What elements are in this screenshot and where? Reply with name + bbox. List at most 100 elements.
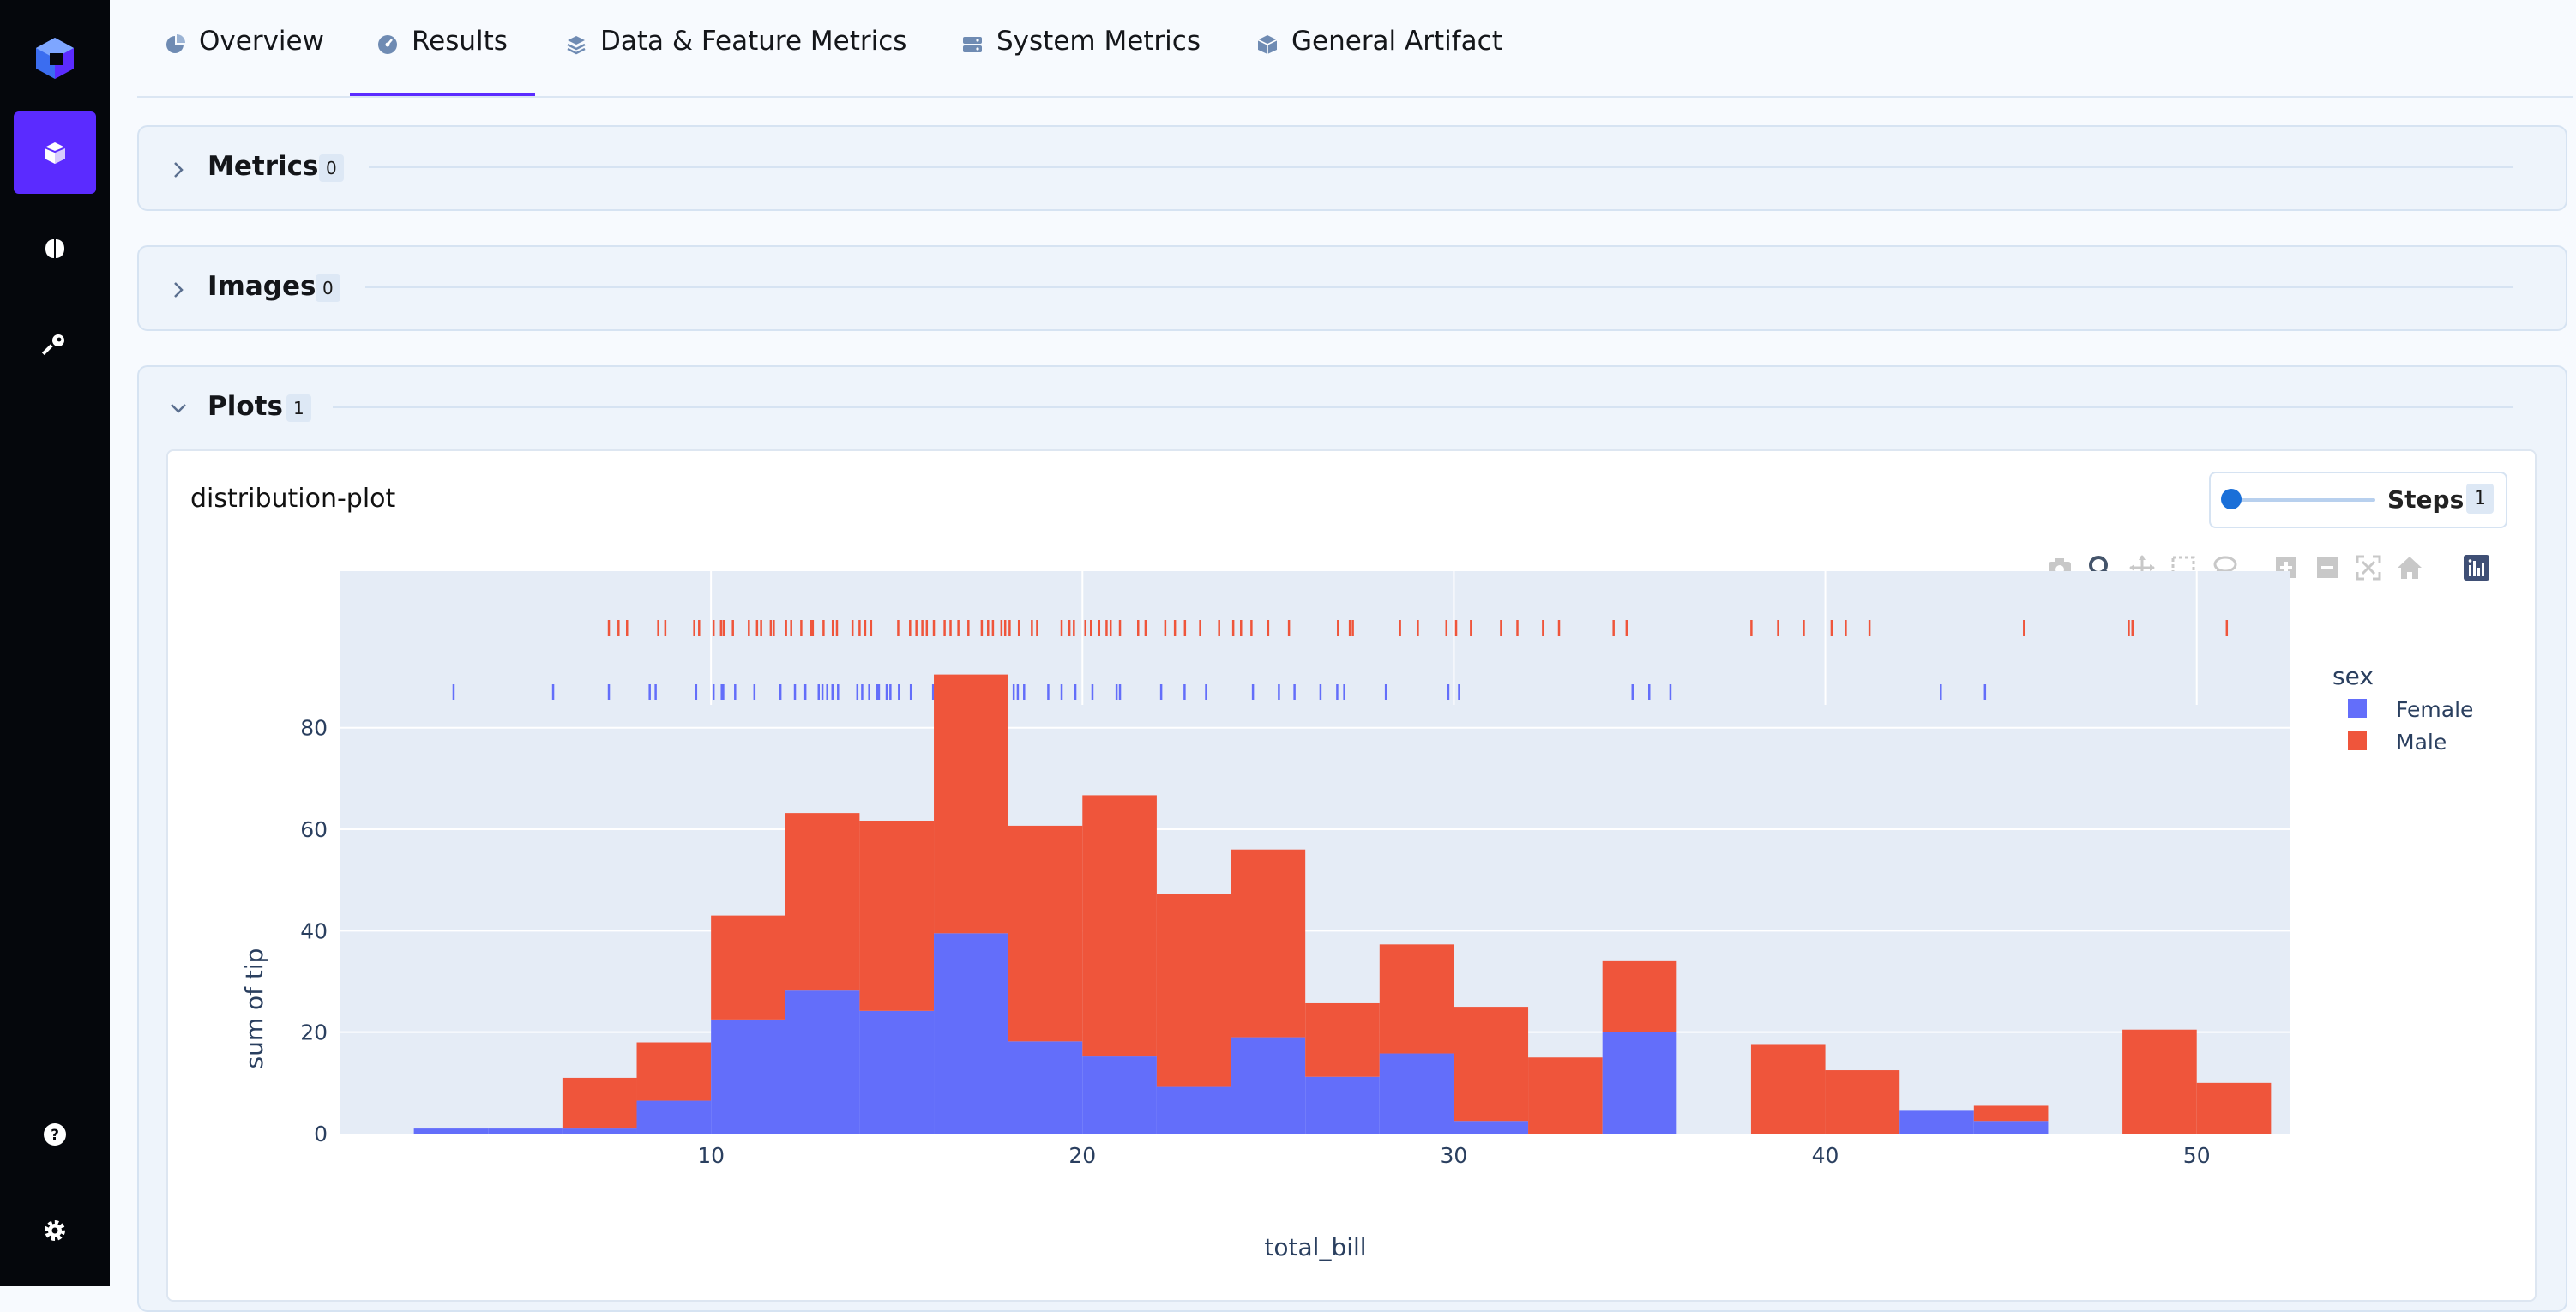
section-count-badge: 0	[319, 154, 344, 182]
tab-system-metrics[interactable]: System Metrics	[962, 26, 1201, 96]
tab-results[interactable]: Results	[350, 26, 535, 96]
bar-male	[1973, 1105, 2049, 1122]
bar-female	[1379, 1053, 1454, 1134]
tab-bar: Overview Results Data & Feature Metrics …	[137, 0, 2573, 98]
bar-male	[1008, 825, 1083, 1042]
gear-icon	[45, 1220, 65, 1241]
bar-female	[1305, 1076, 1380, 1134]
chevron-down-icon	[171, 404, 186, 413]
steps-slider-handle[interactable]	[2221, 489, 2242, 509]
bar-male	[1305, 1002, 1380, 1077]
bar-male	[711, 915, 785, 1020]
section-count-badge: 1	[286, 394, 311, 422]
bar-male	[2196, 1082, 2272, 1134]
bar-female	[1156, 1086, 1231, 1134]
images-section: Images 0	[137, 245, 2567, 331]
section-title: Metrics	[208, 151, 319, 182]
x-axis-label: total_bill	[1264, 1233, 1366, 1261]
plot-title: distribution-plot	[190, 484, 396, 514]
bar-male	[1156, 894, 1231, 1087]
tab-label: Overview	[199, 26, 324, 57]
bar-male	[1379, 944, 1454, 1054]
bar-male	[636, 1042, 712, 1101]
bar-female	[1973, 1121, 2049, 1134]
y-axis-label: sum of tip	[240, 948, 268, 1069]
legend-label-female[interactable]: Female	[2396, 697, 2473, 722]
logo-cube-icon[interactable]	[33, 36, 77, 81]
divider	[333, 406, 2513, 408]
section-count-badge: 0	[316, 274, 340, 302]
sidebar-item-artifacts[interactable]	[14, 111, 96, 194]
bar-male	[2122, 1029, 2197, 1134]
sidebar: ?	[0, 0, 110, 1286]
plots-section-header[interactable]: Plots 1	[139, 367, 2566, 453]
sidebar-item-keys[interactable]	[14, 304, 96, 386]
bar-male	[562, 1077, 637, 1129]
sidebar-item-help[interactable]: ?	[14, 1093, 96, 1176]
x-tick-label: 10	[697, 1143, 725, 1168]
bar-male	[1528, 1057, 1603, 1134]
bar-female	[413, 1128, 489, 1134]
x-tick-label: 30	[1441, 1143, 1468, 1168]
distribution-chart: 10 20 30 40 50 0 20 40 60 80 total_bill sum of ti…	[240, 571, 2473, 1261]
bar-female	[488, 1128, 563, 1134]
tab-overview[interactable]: Overview	[165, 26, 324, 96]
sidebar-item-settings[interactable]	[14, 1189, 96, 1272]
images-section-header[interactable]: Images 0	[139, 247, 2566, 333]
bar-female	[1602, 1032, 1677, 1134]
plotly-logo-icon[interactable]	[2463, 554, 2490, 581]
bar-male	[1602, 960, 1677, 1032]
bar-female	[785, 990, 860, 1134]
sidebar-item-models[interactable]	[14, 208, 96, 290]
bar-female	[1899, 1110, 1974, 1134]
key-icon	[42, 334, 64, 356]
legend-swatch-male[interactable]	[2348, 731, 2367, 750]
x-tick-label: 20	[1068, 1143, 1096, 1168]
bar-male	[859, 820, 935, 1011]
autoscale-icon[interactable]	[2355, 554, 2382, 581]
tab-label: Data & Feature Metrics	[600, 26, 907, 57]
legend: sex Female Male	[2332, 662, 2473, 755]
x-tick-label: 50	[2183, 1143, 2211, 1168]
legend-swatch-female[interactable]	[2348, 699, 2367, 718]
tab-label: Results	[412, 26, 508, 57]
chevron-right-icon	[174, 162, 184, 178]
pie-icon	[166, 34, 185, 53]
brain-icon	[45, 239, 64, 258]
legend-title: sex	[2332, 662, 2374, 690]
plot-card: distribution-plot Steps 1 10 20 30 40 50 0 20 4…	[166, 449, 2537, 1302]
svg-text:?: ?	[51, 1127, 59, 1144]
bar-female	[859, 1010, 935, 1134]
box-icon	[44, 142, 66, 164]
cube-icon	[1257, 35, 1278, 54]
bar-male	[1454, 1007, 1529, 1122]
divider	[365, 286, 2513, 288]
tab-general-artifact[interactable]: General Artifact	[1257, 26, 1502, 96]
tab-label: System Metrics	[996, 26, 1201, 57]
bar-female	[636, 1100, 712, 1134]
help-circle-icon: ?	[44, 1123, 66, 1146]
bar-female	[562, 1128, 637, 1134]
legend-label-male[interactable]: Male	[2396, 730, 2447, 755]
steps-slider-track[interactable]	[2230, 498, 2375, 502]
bar-female	[1008, 1041, 1083, 1134]
server-icon	[963, 37, 982, 52]
chevron-right-icon	[174, 282, 184, 298]
tab-data-feature-metrics[interactable]: Data & Feature Metrics	[566, 26, 906, 96]
bar-male	[1750, 1044, 1826, 1134]
bar-male	[1082, 795, 1157, 1057]
steps-label: Steps	[2387, 485, 2465, 514]
y-tick-label: 20	[300, 1020, 328, 1045]
steps-value-badge: 1	[2466, 484, 2494, 514]
y-tick-label: 40	[300, 918, 328, 943]
bar-female	[1082, 1056, 1157, 1134]
metrics-section-header[interactable]: Metrics 0	[139, 127, 2566, 213]
section-title: Images	[208, 271, 316, 302]
bar-female	[1231, 1037, 1306, 1134]
y-tick-label: 80	[300, 716, 328, 741]
bar-male	[785, 813, 860, 991]
zoom-out-icon[interactable]	[2314, 554, 2341, 581]
home-icon[interactable]	[2396, 554, 2423, 581]
bar-female	[1454, 1121, 1529, 1134]
y-tick-label: 0	[314, 1122, 328, 1146]
